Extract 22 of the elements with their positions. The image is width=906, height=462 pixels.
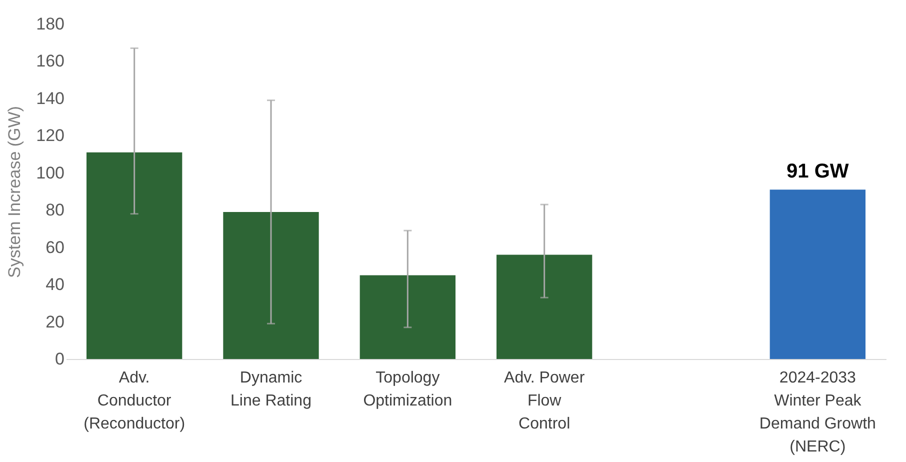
y-tick-label: 120 bbox=[36, 126, 64, 146]
x-tick-label: Topology Optimization bbox=[363, 370, 452, 410]
bar bbox=[770, 190, 866, 359]
y-tick-label: 160 bbox=[36, 52, 64, 71]
data-label: 91 GW bbox=[786, 160, 849, 183]
y-tick-label: 140 bbox=[36, 88, 64, 108]
y-tick-label: 40 bbox=[46, 275, 64, 294]
bar bbox=[360, 275, 456, 359]
bar bbox=[496, 254, 592, 359]
x-tick-label: Adv. Power Flow Control bbox=[504, 370, 586, 432]
y-tick-label: 60 bbox=[46, 238, 64, 257]
bar bbox=[86, 152, 182, 359]
y-tick-label: 100 bbox=[36, 163, 64, 182]
y-tick-label: 0 bbox=[55, 350, 64, 368]
x-tick-label: Adv. Conductor (Reconductor) bbox=[84, 370, 186, 432]
bar bbox=[223, 212, 319, 359]
y-tick-label: 80 bbox=[46, 200, 64, 220]
x-tick-label: Dynamic Line Rating bbox=[230, 370, 312, 410]
y-tick-label: 20 bbox=[46, 312, 64, 332]
x-tick-label: 2024-2033 Winter Peak Demand Growth (NERC) bbox=[759, 370, 876, 456]
y-axis-title: System Increase (GW) bbox=[5, 106, 24, 278]
y-tick-label: 180 bbox=[36, 14, 64, 34]
